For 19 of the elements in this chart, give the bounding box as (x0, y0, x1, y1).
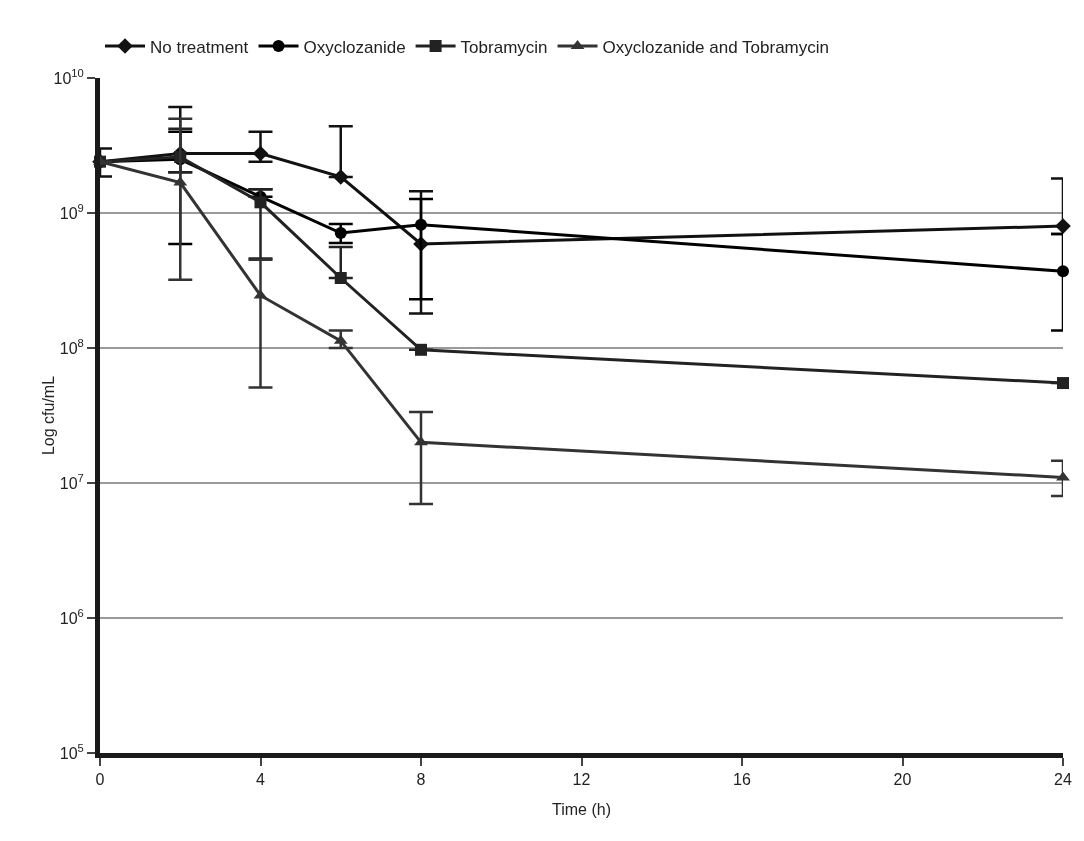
y-tick-label: 10$^{9}$ (59, 201, 84, 222)
x-tick-label: 20 (893, 771, 912, 789)
x-tick-label: 8 (416, 771, 426, 789)
y-axis-title: Log cfu/mL (40, 375, 57, 456)
x-tick-label: 24 (1054, 771, 1072, 789)
y-tick-label: 10$^{6}$ (59, 606, 84, 627)
y-tick-label: 10$^{7}$ (59, 471, 84, 492)
x-tick-label: 12 (572, 771, 591, 789)
x-axis-title: Time (h) (552, 801, 611, 818)
x-tick-label: 16 (733, 771, 751, 789)
x-tick-label: 4 (256, 771, 266, 789)
legend-label: Oxyclozanide and Tobramycin (602, 37, 830, 57)
x-tick-label: 0 (95, 771, 105, 789)
y-tick-label: 10$^{5}$ (59, 741, 84, 762)
legend-label: No treatment (150, 37, 249, 57)
y-tick-label: 10$^{8}$ (59, 336, 84, 357)
legend-label: Oxyclozanide (303, 37, 406, 57)
legend-label: Tobramycin (460, 37, 548, 57)
y-tick-label: 10$^{10}$ (53, 66, 84, 87)
